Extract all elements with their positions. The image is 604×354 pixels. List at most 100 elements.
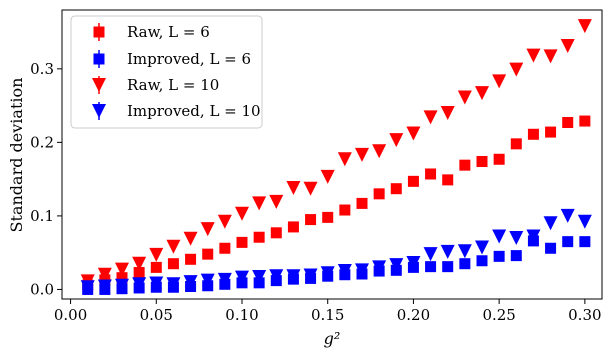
data-point <box>442 261 454 273</box>
data-point <box>526 229 541 244</box>
data-point <box>200 222 215 237</box>
data-point <box>235 270 249 285</box>
x-tick-label: 0.30 <box>568 306 601 324</box>
data-point <box>527 128 539 140</box>
data-point <box>322 211 334 223</box>
data-point <box>406 126 421 141</box>
legend-marker <box>92 78 106 92</box>
data-point <box>562 117 574 129</box>
data-point <box>337 152 352 167</box>
legend-item-1: Improved, L = 6 <box>93 50 251 68</box>
data-point <box>492 74 507 89</box>
data-point <box>270 227 282 239</box>
data-point <box>372 260 387 275</box>
data-point <box>185 253 197 265</box>
legend-label: Improved, L = 10 <box>127 102 261 120</box>
data-point <box>80 280 95 295</box>
data-point <box>579 236 591 248</box>
legend-marker <box>92 104 106 118</box>
data-point <box>510 250 522 262</box>
legend-label: Raw, L = 10 <box>127 76 219 94</box>
series-2 <box>80 19 592 289</box>
y-tick-label: 0.2 <box>30 133 54 151</box>
data-point <box>509 230 524 245</box>
data-marks <box>80 19 592 295</box>
data-point <box>560 39 575 54</box>
data-point <box>355 263 369 278</box>
data-point <box>579 115 591 127</box>
x-axis-label: g² <box>324 329 341 348</box>
legend: Raw, L = 6 Improved, L = 6 Raw, L = 10 Impr… <box>70 15 263 129</box>
data-point <box>116 272 128 284</box>
legend-marker <box>93 53 105 65</box>
data-point <box>425 261 437 273</box>
data-point <box>406 255 421 270</box>
x-tick-label: 0.20 <box>397 306 430 324</box>
y-tick-label: 0.0 <box>30 280 54 298</box>
data-point <box>545 126 557 138</box>
data-point <box>492 229 507 244</box>
x-axis-ticks: 0.00 0.05 0.10 0.15 0.20 0.25 0.30 <box>54 299 602 324</box>
data-point <box>166 277 181 292</box>
data-point <box>423 110 438 125</box>
data-point <box>356 197 368 209</box>
data-point <box>577 214 592 229</box>
data-point <box>493 250 505 262</box>
data-point <box>545 242 557 254</box>
data-point <box>476 155 488 167</box>
data-point <box>286 269 301 284</box>
data-point <box>355 147 369 162</box>
data-point <box>457 244 472 259</box>
data-point <box>219 242 231 254</box>
legend-item-3: Improved, L = 10 <box>92 102 261 120</box>
data-point <box>183 275 198 290</box>
data-point <box>493 153 505 165</box>
data-point <box>562 236 574 248</box>
y-tick-label: 0.1 <box>30 207 54 225</box>
data-point <box>166 239 181 254</box>
legend-label: Raw, L = 6 <box>127 23 210 41</box>
plot-frame <box>61 9 603 300</box>
data-point <box>337 264 352 279</box>
data-point <box>150 261 162 273</box>
data-point <box>440 105 455 120</box>
data-point <box>97 267 112 282</box>
x-tick-label: 0.00 <box>54 306 87 324</box>
data-point <box>253 231 265 243</box>
data-point <box>286 180 301 195</box>
data-point <box>459 258 471 270</box>
data-point <box>235 206 249 221</box>
data-point <box>389 133 404 148</box>
data-point <box>476 255 488 267</box>
x-tick-label: 0.05 <box>140 306 173 324</box>
data-point <box>407 175 419 187</box>
data-point <box>440 244 455 259</box>
data-point <box>577 19 592 34</box>
data-point <box>320 169 335 184</box>
legend-frame <box>70 15 263 129</box>
data-point <box>509 62 524 77</box>
data-point <box>252 196 267 211</box>
data-point <box>115 278 129 293</box>
data-point <box>217 272 232 287</box>
data-point <box>149 276 164 291</box>
data-point <box>132 277 147 292</box>
y-axis-label: Standard deviation <box>7 78 26 233</box>
data-point <box>475 240 489 255</box>
x-tick-label: 0.15 <box>311 306 344 324</box>
data-point <box>510 138 522 150</box>
data-point <box>389 258 404 273</box>
data-point <box>442 174 454 186</box>
data-point <box>339 204 351 216</box>
data-point <box>543 216 558 231</box>
data-point <box>457 90 472 105</box>
data-point <box>459 159 471 171</box>
data-point <box>269 269 284 284</box>
data-point <box>303 181 318 196</box>
legend-label: Improved, L = 6 <box>127 50 251 68</box>
data-point <box>217 214 232 229</box>
data-point <box>149 247 164 262</box>
data-point <box>167 258 179 270</box>
legend-item-0: Raw, L = 6 <box>93 23 210 41</box>
